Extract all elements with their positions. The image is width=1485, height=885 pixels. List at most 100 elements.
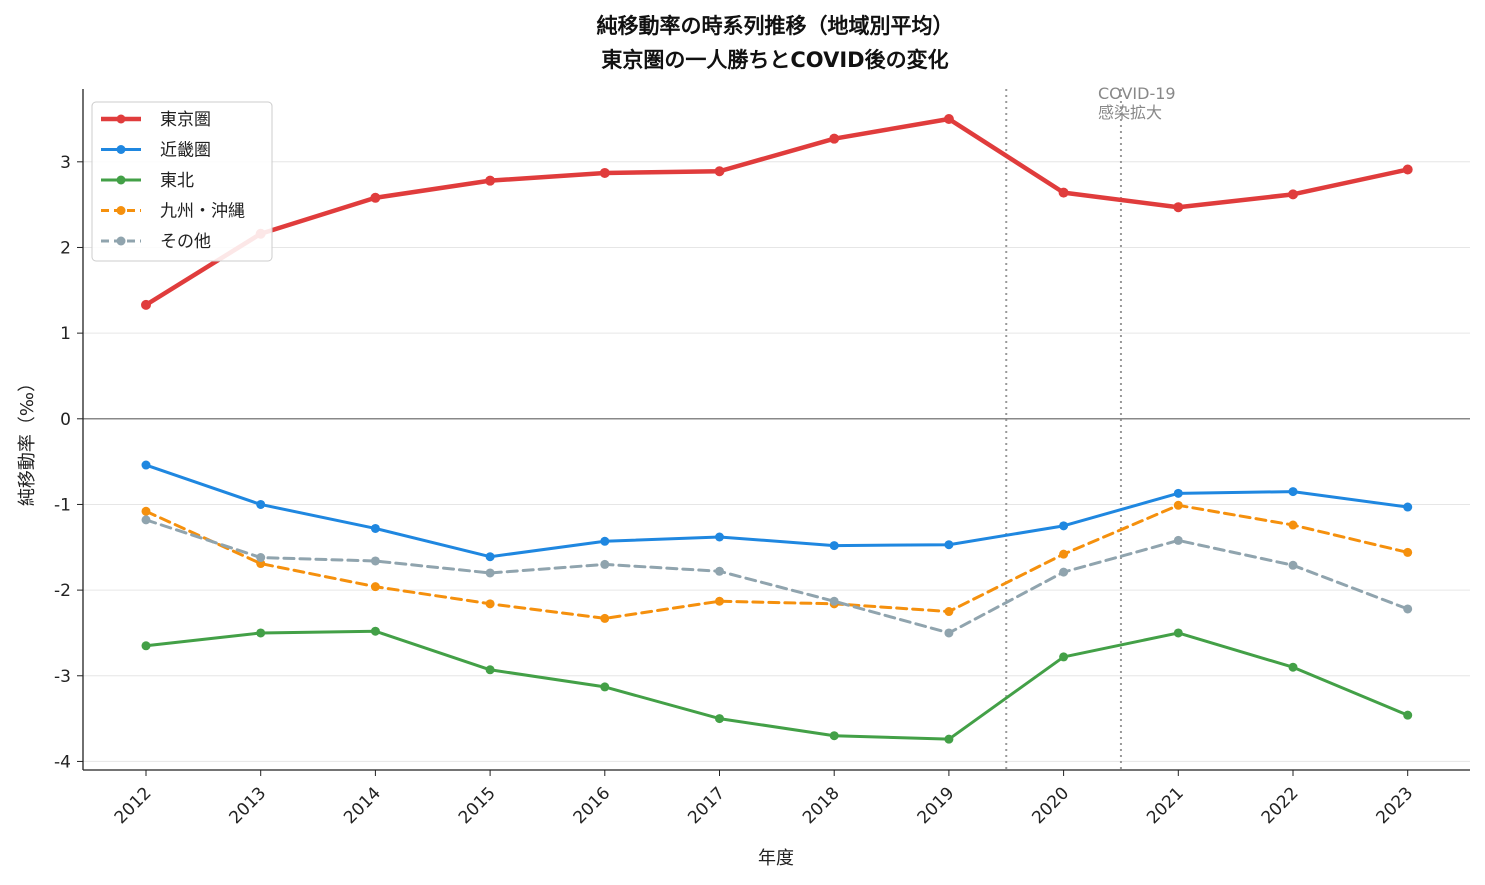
y-tick-label: -2 <box>54 581 71 601</box>
data-point <box>1173 628 1183 638</box>
data-point <box>1403 710 1413 720</box>
data-point <box>485 599 495 609</box>
data-point <box>829 133 840 144</box>
data-point <box>715 596 724 606</box>
data-point <box>1059 652 1069 662</box>
data-point <box>600 536 610 546</box>
data-point <box>370 626 380 636</box>
x-tick-label: 2016 <box>570 783 615 828</box>
y-axis-label: 純移動率（‰） <box>17 374 38 506</box>
legend-label: 東北 <box>160 171 194 191</box>
data-point <box>1403 502 1413 512</box>
data-point <box>1173 535 1183 545</box>
data-point <box>714 166 725 177</box>
data-point <box>256 628 266 638</box>
legend-label: 近畿圏 <box>160 141 211 161</box>
x-tick-label: 2022 <box>1258 783 1303 828</box>
data-point <box>1173 500 1183 510</box>
data-point <box>829 541 839 551</box>
data-point <box>370 192 381 203</box>
data-point <box>141 641 151 651</box>
data-point <box>944 607 954 617</box>
data-point <box>944 628 954 638</box>
legend-label: 東京圏 <box>160 110 211 130</box>
data-point <box>599 167 610 178</box>
x-tick-label: 2012 <box>111 783 156 828</box>
data-point <box>829 731 839 741</box>
x-tick-label: 2013 <box>226 783 271 828</box>
x-axis-label: 年度 <box>758 848 794 869</box>
x-tick-label: 2019 <box>914 783 959 828</box>
series-layer <box>141 113 1413 744</box>
data-point <box>1058 187 1069 198</box>
series-line <box>143 116 1410 308</box>
data-point <box>944 734 954 744</box>
data-point <box>370 556 380 566</box>
data-point <box>1402 164 1413 175</box>
data-point <box>1288 662 1298 672</box>
data-point <box>1173 202 1184 213</box>
data-point <box>715 714 724 724</box>
data-point <box>1403 604 1413 614</box>
y-tick-label: 1 <box>60 324 71 344</box>
data-point <box>1288 189 1298 200</box>
x-tick-label: 2014 <box>340 783 385 828</box>
data-point <box>141 506 151 516</box>
x-tick-label: 2015 <box>455 783 500 828</box>
data-point <box>944 540 954 550</box>
y-tick-label: 0 <box>60 410 71 430</box>
data-point <box>485 175 496 186</box>
data-point <box>1173 488 1183 498</box>
legend-box <box>91 101 273 262</box>
axes <box>82 89 1470 771</box>
series-line <box>144 629 1410 741</box>
data-point <box>1288 560 1298 570</box>
data-point <box>829 596 839 606</box>
y-tick-label: 3 <box>60 153 71 173</box>
y-tick-label: 2 <box>60 238 71 258</box>
data-point <box>141 460 151 470</box>
legend-marker <box>116 145 126 154</box>
legend-label: その他 <box>160 232 211 252</box>
x-tick-label: 2023 <box>1372 783 1417 828</box>
data-point <box>256 553 266 563</box>
legend-marker <box>116 175 126 185</box>
data-point <box>715 566 724 576</box>
data-point <box>715 532 724 542</box>
data-point <box>370 582 380 592</box>
y-tick-label: -1 <box>54 495 71 515</box>
data-point <box>1403 547 1413 557</box>
x-tick-label: 2021 <box>1143 783 1188 828</box>
chart-title: 純移動率の時系列推移（地域別平均） <box>597 14 954 38</box>
data-point <box>141 299 151 310</box>
data-point <box>600 682 610 692</box>
series-line <box>144 503 1410 620</box>
data-point <box>943 113 954 124</box>
legend-label: 九州・沖縄 <box>160 202 245 222</box>
legend-marker <box>116 114 126 124</box>
chart-subtitle: 東京圏の一人勝ちとCOVID後の変化 <box>601 48 948 72</box>
data-point <box>256 499 266 509</box>
covid-annotation-text: 感染拡大 <box>1098 103 1162 122</box>
data-point <box>600 613 610 623</box>
x-tick-label: 2018 <box>799 783 844 828</box>
data-point <box>1288 487 1298 497</box>
legend-marker <box>116 236 126 246</box>
gridlines <box>83 161 1470 762</box>
data-point <box>600 559 610 569</box>
x-tick-label: 2017 <box>684 783 729 828</box>
y-tick-label: -3 <box>54 667 71 687</box>
data-point <box>370 523 380 533</box>
series-line <box>144 463 1410 559</box>
legend-marker <box>116 206 126 215</box>
y-tick-label: -4 <box>54 752 71 772</box>
data-point <box>1059 567 1069 577</box>
data-point <box>1059 549 1069 559</box>
data-point <box>1288 520 1298 530</box>
data-point <box>485 665 495 675</box>
data-point <box>1059 521 1069 531</box>
data-point <box>141 515 151 525</box>
